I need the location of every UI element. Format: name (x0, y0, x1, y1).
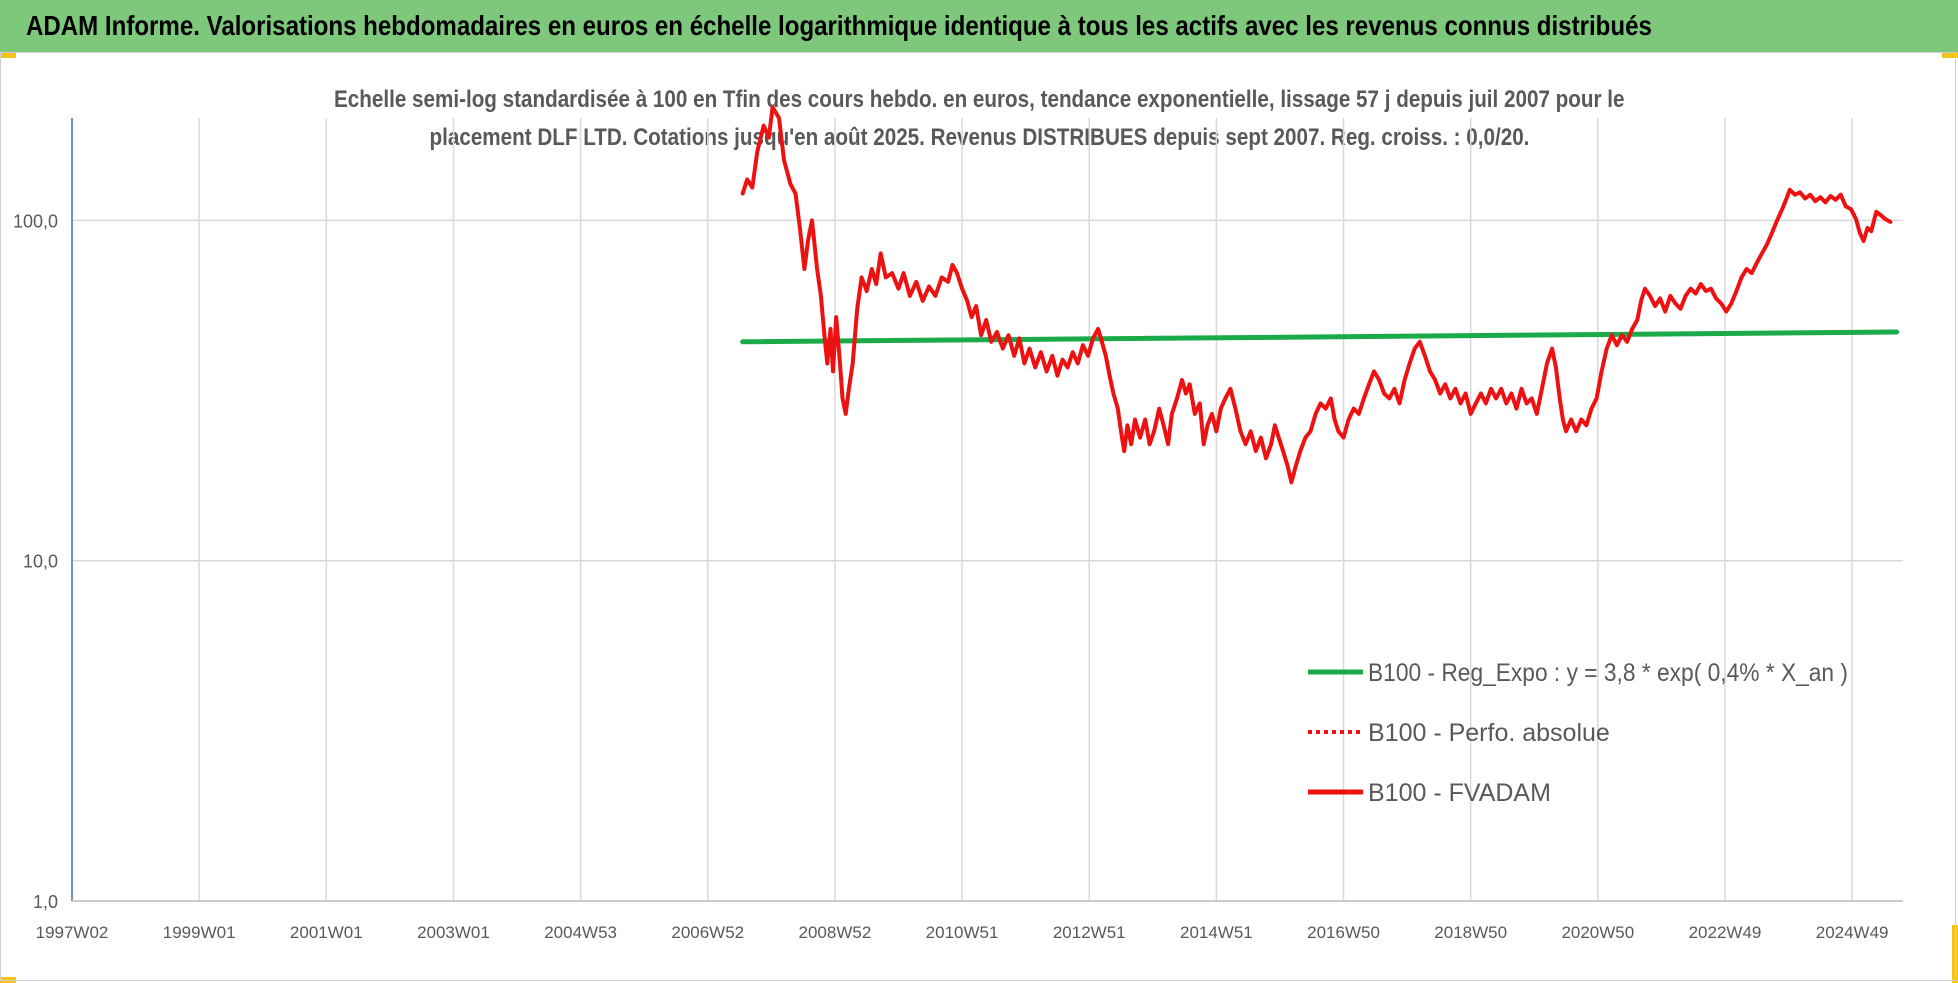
x-tick-label: 2004W53 (544, 923, 617, 942)
corner-mark-top-left (0, 52, 16, 58)
y-tick-label: 100,0 (13, 211, 58, 231)
series-line-1 (740, 329, 1900, 345)
chart-frame (0, 52, 1956, 981)
x-tick-label: 2016W50 (1307, 923, 1380, 942)
y-tick-label: 1,0 (33, 892, 58, 912)
x-tick-label: 2020W50 (1561, 923, 1634, 942)
corner-mark-top-right (1942, 52, 1958, 58)
x-tick-label: 2006W52 (671, 923, 744, 942)
x-tick-label: 1997W02 (36, 923, 109, 942)
x-tick-label: 1999W01 (163, 923, 236, 942)
legend-label-1: B100 - Reg_Expo : y = 3,8 * exp( 0,4% * … (1368, 659, 1848, 687)
y-tick-label: 10,0 (23, 552, 58, 572)
legend-label-3: B100 - FVADAM (1368, 779, 1551, 807)
x-tick-label: 2022W49 (1689, 923, 1762, 942)
title-banner: ADAM Informe. Valorisations hebdomadaire… (0, 0, 1958, 52)
legend-label-2: B100 - Perfo. absolue (1368, 719, 1610, 747)
x-tick-label: 2001W01 (290, 923, 363, 942)
x-tick-label: 2012W51 (1053, 923, 1126, 942)
chart-subtitle-text: placement DLF LTD. Cotations jusqu'en ao… (429, 124, 1529, 151)
chart-title-text: Echelle semi-log standardisée à 100 en T… (333, 86, 1625, 113)
chart-subtitle: placement DLF LTD. Cotations jusqu'en ao… (0, 124, 1958, 152)
banner-title: ADAM Informe. Valorisations hebdomadaire… (26, 10, 1652, 41)
chart-title: Echelle semi-log standardisée à 100 en T… (0, 86, 1958, 114)
x-tick-label: 2024W49 (1816, 923, 1889, 942)
x-tick-label: 2003W01 (417, 923, 490, 942)
x-tick-label: 2008W52 (799, 923, 872, 942)
x-tick-label: 2010W51 (926, 923, 999, 942)
x-tick-label: 2014W51 (1180, 923, 1253, 942)
x-tick-label: 2018W50 (1434, 923, 1507, 942)
series-line-3 (740, 105, 1893, 485)
